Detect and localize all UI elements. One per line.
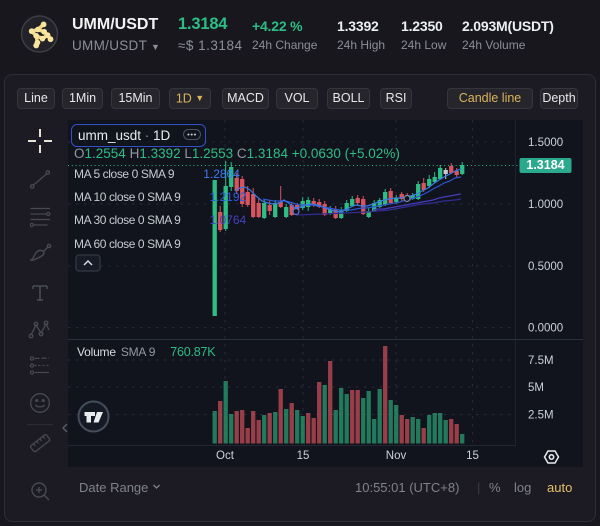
svg-text:15: 15 — [466, 450, 479, 462]
svg-text:1.0000: 1.0000 — [528, 199, 563, 211]
svg-text:5M: 5M — [528, 382, 544, 394]
svg-text:0.0000: 0.0000 — [528, 323, 563, 335]
svg-text:0.5000: 0.5000 — [528, 261, 563, 273]
svg-text:Nov: Nov — [386, 450, 407, 462]
svg-text:2.5M: 2.5M — [528, 410, 554, 422]
svg-text:7.5M: 7.5M — [528, 355, 554, 367]
svg-text:1.3184: 1.3184 — [526, 158, 564, 172]
svg-text:1.5000: 1.5000 — [528, 137, 563, 149]
svg-text:15: 15 — [297, 450, 310, 462]
svg-text:Oct: Oct — [216, 450, 235, 462]
